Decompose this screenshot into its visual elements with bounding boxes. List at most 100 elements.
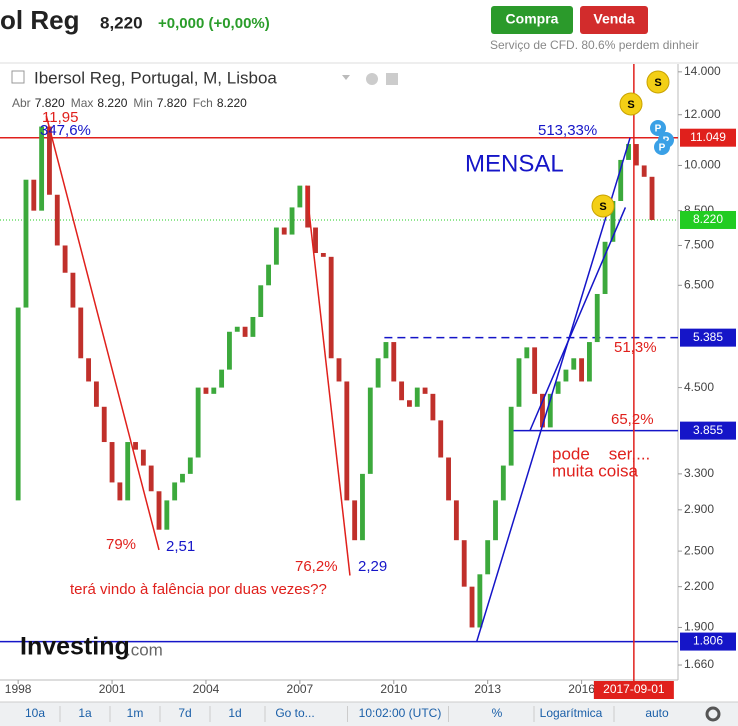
event-icon: P xyxy=(655,124,662,135)
y-tick-label: 2.500 xyxy=(684,543,714,557)
candle xyxy=(360,473,365,541)
event-icon: S xyxy=(654,77,661,89)
candle xyxy=(180,473,185,483)
candle xyxy=(579,358,585,382)
level-label: 8.220 xyxy=(693,212,723,226)
buy-button[interactable] xyxy=(491,6,573,34)
candle xyxy=(594,293,600,343)
x-tick-label: 2013 xyxy=(474,682,501,696)
candle xyxy=(469,586,475,628)
toolbar-item[interactable]: 1d xyxy=(228,706,241,720)
candle xyxy=(195,387,201,458)
candle xyxy=(649,176,655,220)
candle xyxy=(133,442,138,450)
event-marker[interactable] xyxy=(591,194,615,218)
toolbar-item[interactable]: 10:02:00 (UTC) xyxy=(359,706,442,720)
ohlc-legend: Abr 7.820 Max 8.220 Min 7.820 Fch 8.220 xyxy=(12,96,247,110)
candle xyxy=(273,227,279,265)
candle xyxy=(219,369,225,388)
y-tick-label: 14.000 xyxy=(684,64,721,78)
ohlc-value: 7.820 xyxy=(35,96,65,110)
candle xyxy=(375,358,381,388)
legend-eye[interactable] xyxy=(366,73,378,85)
toolbar-items: 10a 1a 1m 7d 1d Go to... 10:02:00 (UTC)% Logarí… xyxy=(25,706,669,722)
candle xyxy=(70,272,76,308)
y-tick-label: 1.900 xyxy=(684,620,714,634)
candle xyxy=(47,126,52,195)
event-markers: S S S P P P xyxy=(591,70,674,218)
candle xyxy=(610,201,616,242)
candle xyxy=(227,331,232,370)
candle xyxy=(618,159,624,202)
trend-line xyxy=(476,137,631,642)
event-icon: P xyxy=(659,143,666,154)
candle xyxy=(453,500,459,541)
annotation: muita coisa xyxy=(552,461,639,480)
y-tick-label: 7.500 xyxy=(684,238,714,252)
toolbar-item[interactable]: Go to... xyxy=(275,706,314,720)
candle xyxy=(258,285,264,317)
toolbar-item[interactable]: 1m xyxy=(127,706,144,720)
event-marker[interactable] xyxy=(619,92,643,116)
ohlc-value: 8.220 xyxy=(97,96,127,110)
event-marker[interactable] xyxy=(654,139,670,155)
ohlc-label: Min xyxy=(133,96,152,110)
toolbar-item[interactable]: auto xyxy=(645,706,669,720)
candle xyxy=(626,144,631,160)
candle xyxy=(602,241,608,294)
toolbar-item[interactable]: 1a xyxy=(78,706,92,720)
sell-button[interactable] xyxy=(580,6,648,34)
level-label-box xyxy=(680,128,736,147)
toolbar-item[interactable]: 10a xyxy=(25,706,45,720)
sell-label[interactable]: Venda xyxy=(593,11,634,27)
candle xyxy=(344,381,350,501)
plot: 1.660 1.900 2.200 2.500 2.900 3.300 4.500 6.500… xyxy=(0,64,736,699)
candle xyxy=(633,144,639,166)
candle xyxy=(383,342,389,359)
legend-settings[interactable] xyxy=(386,73,398,85)
candle xyxy=(234,326,240,332)
event-icon: S xyxy=(627,99,634,111)
event-marker[interactable] xyxy=(650,120,666,136)
candle xyxy=(493,500,498,541)
candle xyxy=(172,482,178,501)
candle xyxy=(39,126,45,211)
candle xyxy=(547,393,553,428)
ohlc-label: Fch xyxy=(193,96,213,110)
candle xyxy=(438,420,444,458)
toolbar-item[interactable]: % xyxy=(492,706,503,720)
candle xyxy=(242,326,248,337)
instrument-name: ol Reg xyxy=(0,5,79,35)
candle xyxy=(430,393,436,421)
change: +0,000 (+0,00%) xyxy=(158,15,270,32)
buy-label[interactable]: Compra xyxy=(506,11,559,27)
ohlc-value: 8.220 xyxy=(217,96,247,110)
legend-caret xyxy=(342,75,350,80)
settings-gear[interactable] xyxy=(705,706,721,722)
candle xyxy=(563,369,569,382)
candle xyxy=(532,347,538,394)
candle xyxy=(101,406,107,443)
toolbar-item[interactable]: Logarítmica xyxy=(540,706,603,720)
candle xyxy=(367,387,373,474)
candle xyxy=(54,194,60,246)
trend-line xyxy=(529,207,627,431)
toolbar-item[interactable]: 7d xyxy=(178,706,191,720)
candle xyxy=(23,179,29,308)
candle xyxy=(524,347,530,359)
trend-line xyxy=(45,115,160,551)
candle xyxy=(446,457,451,501)
candle xyxy=(62,245,68,273)
annotation: 51,3% xyxy=(614,339,657,356)
candle xyxy=(336,358,342,382)
annotation: pode ser,... xyxy=(552,444,650,463)
event-marker[interactable] xyxy=(646,70,670,94)
candle xyxy=(86,358,92,382)
candle xyxy=(297,185,303,208)
candle xyxy=(78,307,84,359)
cursor-label: 2017-09-01 xyxy=(603,682,665,696)
candle xyxy=(15,307,21,501)
candle xyxy=(391,342,397,382)
